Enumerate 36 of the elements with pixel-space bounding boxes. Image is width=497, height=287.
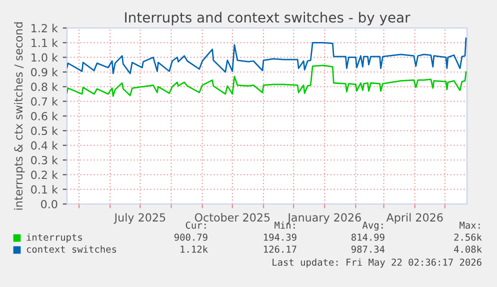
y-tick-label: 0.4 k xyxy=(31,141,58,150)
y-tick-label: 0.8 k xyxy=(31,82,58,92)
y-axis-title: interrupts & ctx switches / second xyxy=(14,22,25,210)
text: 2.56k xyxy=(454,233,482,241)
text: Min: xyxy=(274,221,295,229)
y-tick-label: 0.6 k xyxy=(31,112,58,120)
legend-label: context switches xyxy=(26,245,116,253)
text: 4.08k xyxy=(454,245,482,253)
y-tick-label: 0.3 k xyxy=(31,156,58,164)
text: 900.79 xyxy=(174,234,208,241)
line-series xyxy=(67,38,467,74)
text: 194.39 xyxy=(264,234,296,241)
y-tick-label: 1.2 k xyxy=(32,24,58,32)
text: 1.12k xyxy=(180,245,208,253)
text: Avg: xyxy=(362,222,383,231)
y-tick-label: 0.2 k xyxy=(31,170,58,180)
x-tick-label: October 2025 xyxy=(194,213,270,222)
line-series xyxy=(67,64,467,97)
text: Cur: xyxy=(186,222,206,229)
y-tick-label: 0.0 xyxy=(41,200,58,208)
y-tick-label: 0.1 k xyxy=(31,185,58,194)
text: Max: xyxy=(460,222,480,229)
chart-title: Interrupts and context switches - by year xyxy=(125,12,410,26)
legend-label: interrupts xyxy=(26,233,82,243)
y-tick-label: 1.0 k xyxy=(32,53,58,62)
y-tick-label: 0.7 k xyxy=(31,97,58,106)
y-tick-label: 0.5 k xyxy=(31,126,58,136)
text: Last update: Fri May 22 02:36:17 2026 xyxy=(272,258,482,268)
y-tick-label: 1.1 k xyxy=(32,38,58,47)
text: 126.17 xyxy=(264,246,296,253)
x-tick-label: April 2026 xyxy=(386,213,443,224)
text: 814.99 xyxy=(351,234,384,241)
y-tick-label: 0.9 k xyxy=(31,68,58,76)
x-tick-label: July 2025 xyxy=(114,213,166,224)
x-tick-label: January 2026 xyxy=(287,213,361,224)
text: 987.34 xyxy=(351,246,385,253)
